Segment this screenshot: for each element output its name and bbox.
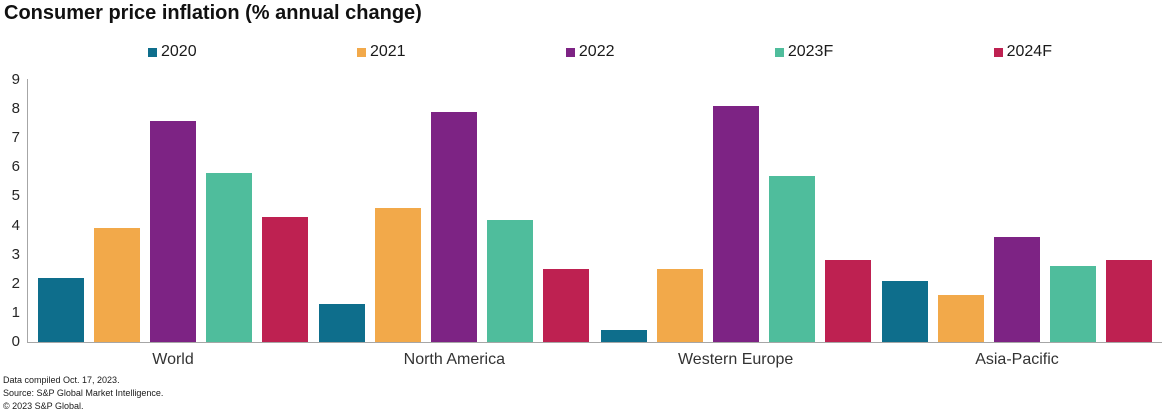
legend-swatch-icon (565, 47, 575, 57)
y-tick-label: 5 (11, 187, 20, 205)
bar-2022-asia-pacific (993, 237, 1040, 342)
bar-group-asia-pacific (881, 80, 1152, 342)
y-tick-label: 6 (11, 158, 20, 176)
bar-2021-world (94, 228, 140, 342)
legend-swatch-icon (148, 47, 157, 57)
bar-2022-world (150, 121, 196, 342)
bar-2024f-western-europe (824, 260, 871, 342)
bar-2023f-asia-pacific (1049, 266, 1096, 342)
legend-label: 2023F (787, 43, 834, 60)
x-axis-label: Asia-Pacific (975, 351, 1059, 368)
legend-swatch-icon (356, 47, 366, 57)
plot-area (28, 80, 1162, 342)
legend-item-2024f: 2024F (993, 43, 1052, 61)
y-tick-label: 7 (11, 129, 20, 147)
y-tick-label: 9 (11, 71, 20, 88)
footer-source: Source: S&P Global Market Intelligence. (3, 388, 164, 398)
bar-2020-world (38, 278, 84, 342)
bar-group-western-europe (600, 80, 871, 342)
bar-2024f-world (262, 217, 308, 342)
bar-2020-north-america (319, 304, 366, 342)
source-note: Data compiled Oct. 17, 2023. Source: S&P… (3, 374, 163, 413)
y-tick-label: 8 (11, 100, 20, 118)
legend: 2020 2021 2022 2023F 2024F (148, 42, 1052, 62)
bar-2021-western-europe (656, 269, 703, 342)
legend-item-2020: 2020 (148, 43, 197, 61)
bar-2022-western-europe (712, 106, 759, 342)
y-tick-label: 1 (11, 303, 20, 321)
y-tick-label: 0 (11, 333, 20, 350)
legend-item-2021: 2021 (356, 43, 406, 61)
y-tick-label: 3 (11, 245, 20, 263)
bar-2020-asia-pacific (881, 281, 928, 342)
footer-compiled-date: Data compiled Oct. 17, 2023. (3, 375, 120, 385)
bar-2024f-north-america (543, 269, 590, 342)
bar-2021-asia-pacific (937, 295, 984, 342)
legend-label: 2021 (369, 43, 406, 60)
x-axis-label: World (152, 351, 194, 368)
bar-2021-north-america (375, 208, 422, 342)
bar-group-world (38, 80, 308, 342)
x-axis-label: Western Europe (677, 351, 794, 368)
bar-2024f-asia-pacific (1105, 260, 1152, 342)
footer-copyright: © 2023 S&P Global. (3, 401, 84, 411)
x-axis-label: North America (403, 351, 506, 368)
legend-label: 2022 (578, 43, 615, 60)
legend-swatch-icon (774, 47, 784, 57)
x-axis-line (27, 342, 1162, 343)
legend-item-2023f: 2023F (774, 43, 834, 61)
x-axis-labels: World North America Western Europe Asia-Pac… (28, 351, 1162, 369)
y-tick-label: 4 (11, 216, 20, 234)
bar-2023f-western-europe (768, 176, 815, 342)
y-tick-label: 2 (11, 274, 20, 292)
bar-2023f-north-america (487, 220, 534, 342)
bar-2022-north-america (431, 112, 478, 342)
legend-label: 2024F (1006, 43, 1052, 60)
bar-2023f-world (206, 173, 252, 342)
y-axis-line (27, 79, 28, 342)
legend-item-2022: 2022 (565, 43, 615, 61)
legend-swatch-icon (993, 47, 1003, 57)
bar-2020-western-europe (600, 330, 647, 342)
legend-label: 2020 (161, 43, 197, 60)
chart-title: Consumer price inflation (% annual chang… (4, 2, 422, 24)
bar-group-north-america (319, 80, 590, 342)
